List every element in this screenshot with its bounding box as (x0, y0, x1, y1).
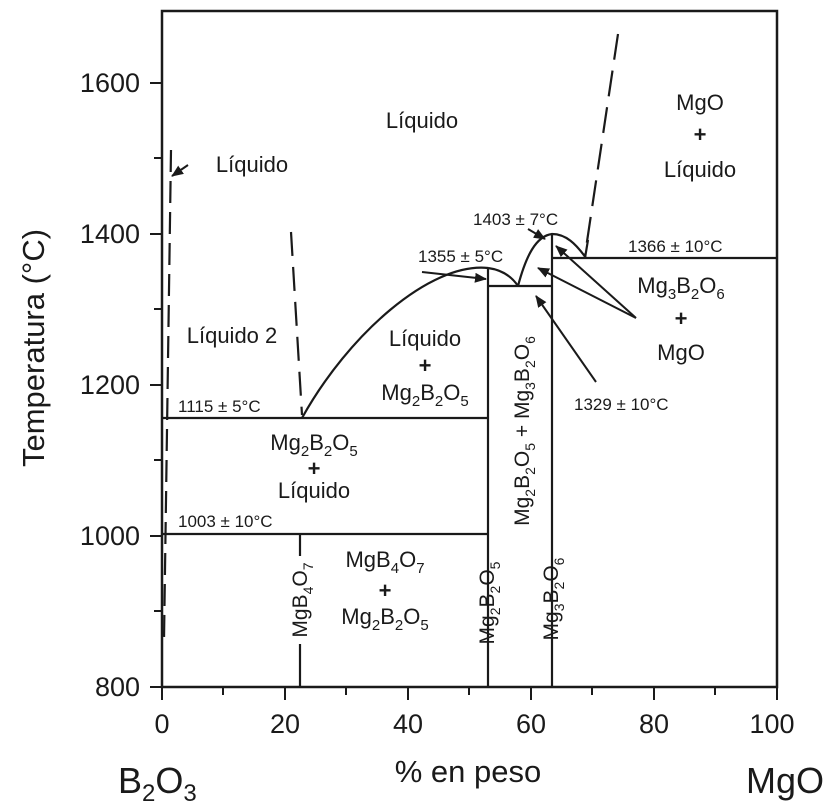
y-axis-title: Temperatura (°C) (16, 229, 51, 467)
temp-1003: 1003 ± 10°C (178, 512, 273, 531)
b2o3-liquidus-dashed (162, 149, 173, 641)
mg3-mgo-bottom: MgO (657, 340, 705, 365)
temp-1403: 1403 ± 7°C (473, 210, 558, 229)
immiscibility-boundary-dashed (289, 231, 304, 416)
b2o3-liquid-label: Líquido (216, 152, 288, 177)
y-tick-label: 800 (95, 672, 140, 702)
x-tick-label: 80 (639, 709, 669, 739)
mg2-liq-bottom: Líquido (278, 478, 350, 503)
y-ticks (150, 82, 162, 688)
plus-sign: + (694, 122, 707, 147)
phase-boundaries (162, 33, 777, 687)
x-ticks (161, 687, 778, 700)
mgb4-mg2-bottom: Mg2B2O5 (341, 604, 428, 634)
mg3-mgo-top: Mg3B2O6 (637, 273, 724, 303)
liquidus-to-1329 (487, 266, 519, 287)
x-tick-label: 20 (270, 709, 300, 739)
mg3b2o6-compound-label: Mg3B2O6 (540, 557, 567, 640)
plus-sign: + (675, 306, 688, 331)
left-component-label: B2O3 (118, 760, 197, 805)
mg2b2o5-compound-label: Mg2B2O5 (476, 561, 503, 644)
mg2b2o5-liquidus (301, 266, 489, 419)
temp-1366: 1366 ± 10°C (628, 237, 723, 256)
temp-1115: 1115 ± 5°C (178, 397, 261, 416)
mg2-mg3-label: Mg2B2O5 + Mg3B2O6 (511, 336, 538, 526)
liquid-label: Líquido (386, 108, 458, 133)
x-tick-label: 0 (154, 709, 169, 739)
mgo-liquidus-solid (583, 239, 590, 259)
y-tick-label: 1000 (80, 521, 140, 551)
mgo-liquid-top: MgO (676, 90, 724, 115)
temp-1329: 1329 ± 10°C (574, 395, 669, 414)
temp-1355: 1355 ± 5°C (418, 247, 503, 266)
y-tick-label: 1600 (80, 68, 140, 98)
mgo-liquidus-dashed (583, 33, 620, 256)
liq-mg2-bottom: Mg2B2O5 (381, 380, 468, 410)
plus-sign: + (308, 456, 321, 481)
y-tick-label: 1200 (80, 370, 140, 400)
x-tick-label: 100 (749, 709, 794, 739)
liq-mg2-top: Líquido (389, 326, 461, 351)
x-axis-title: % en peso (395, 754, 542, 789)
liquid2-label: Líquido 2 (187, 323, 278, 348)
plus-sign: + (379, 578, 392, 603)
annotation-arrows (171, 164, 637, 383)
mgb4-mg2-top: MgB4O7 (345, 547, 424, 577)
mgo-liquid-bottom: Líquido (664, 157, 736, 182)
plus-sign: + (419, 353, 432, 378)
mgb4o7-compound-label: MgB4O7 (289, 562, 316, 637)
x-tick-label: 60 (516, 709, 546, 739)
x-tick-label: 40 (393, 709, 423, 739)
y-tick-label: 1400 (80, 219, 140, 249)
right-component-label: MgO (746, 760, 824, 801)
